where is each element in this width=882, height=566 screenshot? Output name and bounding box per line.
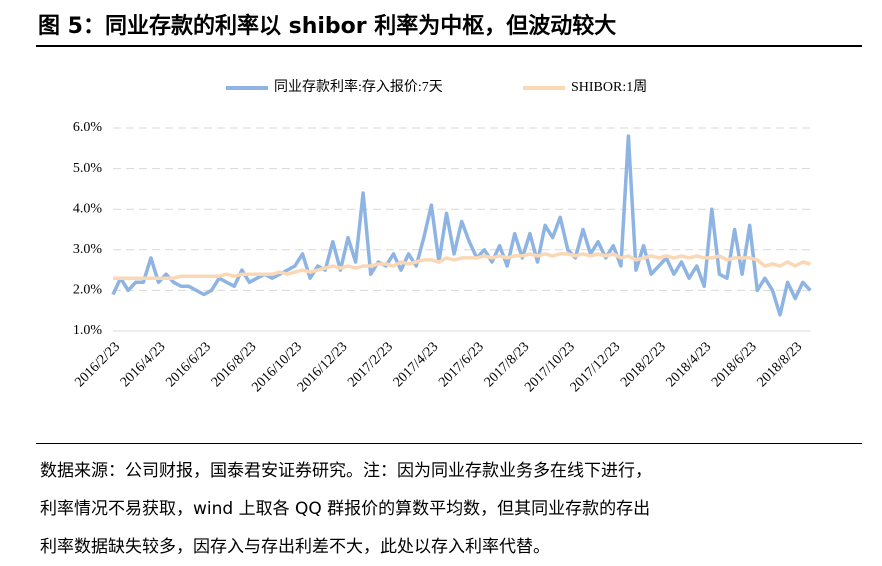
y-tick-label: 4.0%	[73, 201, 103, 216]
x-tick-label: 2016/6/23	[163, 339, 214, 390]
x-tick-label: 2017/2/23	[345, 339, 396, 390]
legend-label: 同业存款利率:存入报价:7天	[274, 78, 443, 95]
note-rule	[36, 443, 862, 444]
series-line	[113, 252, 811, 280]
note-line: 利率情况不易获取，wind 上取各 QQ 群报价的算数平均数，但其同业存款的存出	[40, 499, 651, 519]
x-tick-label: 2017/12/23	[568, 339, 624, 395]
note: 数据来源：公司财报，国泰君安证券研究。注：因为同业存款业务多在线下进行， 利率情…	[40, 452, 652, 566]
legend-label: SHIBOR:1周	[571, 80, 647, 95]
x-tick-label: 2018/2/23	[618, 339, 669, 390]
y-tick-label: 6.0%	[73, 120, 103, 135]
x-tick-label: 2017/6/23	[436, 339, 487, 390]
series-line	[111, 134, 812, 317]
note-line: 利率数据缺失较多，因存入与存出利差不大，此处以存入利率代替。	[40, 537, 550, 557]
title-rule	[36, 45, 862, 47]
x-tick-label: 2018/6/23	[709, 339, 760, 390]
y-tick-label: 1.0%	[73, 323, 103, 338]
y-tick-label: 3.0%	[73, 242, 103, 257]
x-tick-label: 2016/4/23	[118, 339, 169, 390]
y-tick-label: 5.0%	[73, 161, 103, 176]
x-tick-label: 2016/2/23	[72, 339, 123, 390]
x-tick-label: 2018/4/23	[664, 339, 715, 390]
chart-title: 图 5：同业存款的利率以 shibor 利率为中枢，但波动较大	[38, 14, 617, 39]
y-tick-label: 2.0%	[73, 283, 103, 298]
x-tick-label: 2018/8/23	[755, 339, 806, 390]
x-tick-label: 2017/4/23	[391, 339, 442, 390]
note-line: 数据来源：公司财报，国泰君安证券研究。注：因为同业存款业务多在线下进行，	[40, 461, 652, 481]
chart: 1.0% 2.0% 3.0% 4.0% 5.0% 6.0% 2016/2/232016/4/…	[72, 78, 812, 395]
x-tick-label: 2016/12/23	[295, 339, 351, 395]
